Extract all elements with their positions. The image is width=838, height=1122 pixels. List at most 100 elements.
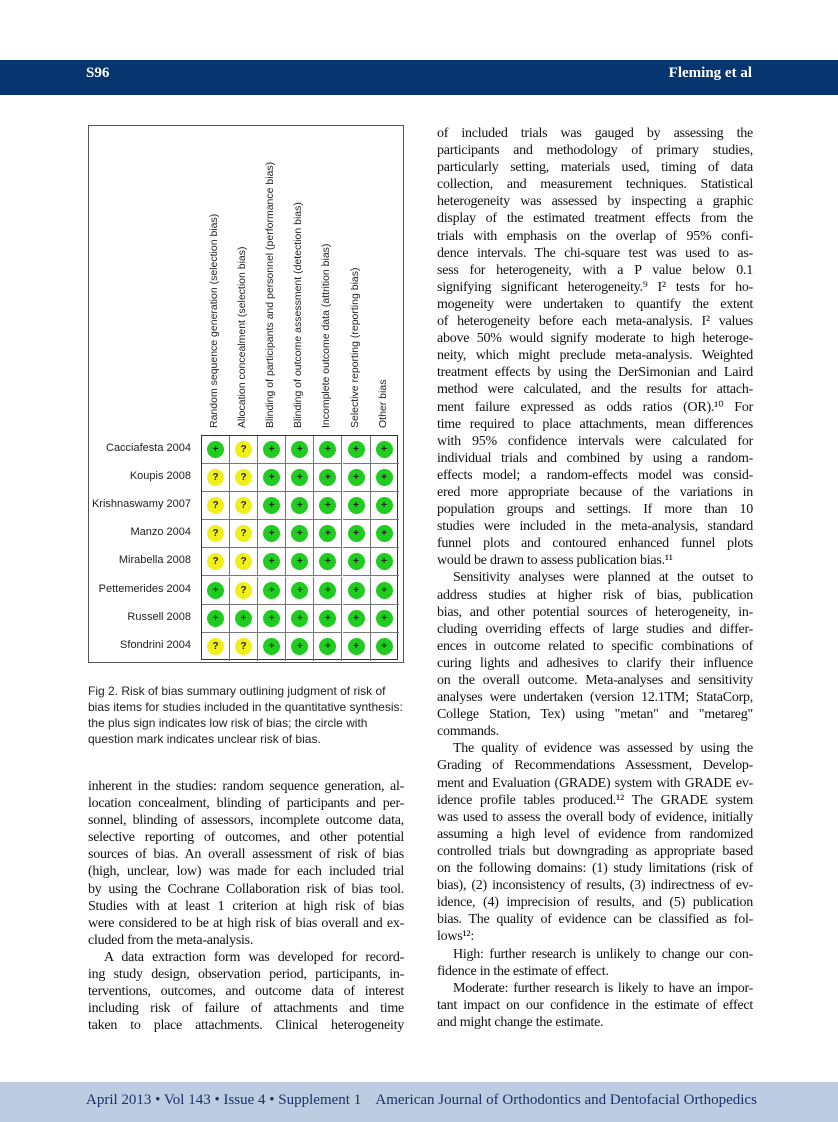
text-line: method were calculated, and the results … [437, 382, 753, 398]
text-line: taken to place attachments. Clinical het… [88, 1018, 404, 1034]
rating-cell: + [258, 464, 287, 493]
text-line: display of the estimated treatment effec… [437, 211, 753, 227]
rating-cell: ? [202, 632, 231, 661]
unclear-risk-question-icon: ? [207, 637, 224, 655]
unclear-risk-question-icon: ? [235, 497, 253, 515]
low-risk-plus-icon: + [319, 441, 337, 458]
rating-cell: + [342, 492, 371, 521]
study-label: Mirabella 2008 [118, 554, 191, 567]
low-risk-plus-icon: + [375, 469, 393, 487]
text-line: sources of bias. An overall assessment o… [88, 847, 404, 863]
text-line: trials with emphasis on the overlap of 9… [437, 228, 753, 244]
text-line: by using the Cochrane Collaboration risk… [88, 881, 404, 897]
low-risk-plus-icon: + [375, 637, 393, 655]
text-line: ered more appropriate because of the var… [437, 484, 753, 500]
text-line: selective reporting of outcomes, and oth… [88, 830, 404, 846]
text-line: address studies at higher risk of bias, … [437, 587, 753, 603]
low-risk-plus-icon: + [207, 581, 224, 599]
low-risk-plus-icon: + [347, 609, 365, 627]
text-line: on the overall outcome. Meta-analyses an… [437, 673, 753, 688]
text-line: analyses were undertaken (version 12.1TM… [437, 690, 753, 706]
low-risk-plus-icon: + [347, 441, 365, 458]
low-risk-plus-icon: + [291, 581, 309, 599]
running-header: S96 Fleming et al [0, 60, 838, 95]
text-line: collection, and measurement techniques. … [437, 177, 753, 193]
rating-cell: + [230, 604, 259, 633]
rating-cell: + [314, 548, 343, 577]
text-line: of included trials was gauged by assessi… [437, 126, 753, 141]
text-line: Sensitivity analyses were planned at the… [453, 570, 753, 586]
rating-cell: + [342, 604, 371, 633]
low-risk-plus-icon: + [263, 581, 281, 599]
study-label: Manzo 2004 [130, 526, 191, 539]
text-line: (high, unclear, low) was made for each i… [88, 864, 404, 880]
text-line: bias), (2) inconsistency of results, (3)… [437, 878, 753, 894]
column-header: Incomplete outcome data (attrition bias) [320, 243, 333, 428]
text-line: location concealment, blinding of partic… [88, 796, 404, 812]
study-label: Russell 2008 [127, 610, 191, 623]
text-line: individual trials and combined by using … [437, 450, 753, 466]
rating-cell: + [258, 492, 287, 521]
text-line: time required to place attachments, mean… [437, 416, 753, 432]
column-header: Other bias [376, 379, 389, 428]
rating-cell: + [258, 604, 287, 633]
rating-cell: + [370, 577, 399, 605]
rating-cell: + [286, 464, 315, 493]
text-line: idence, (4) imprecision of results, and … [437, 895, 753, 911]
text-line: High: further research is unlikely to ch… [453, 946, 753, 962]
low-risk-plus-icon: + [291, 553, 309, 571]
rating-cell: + [314, 576, 343, 605]
column-header: Allocation concealment (selection bias) [236, 246, 249, 428]
low-risk-plus-icon: + [263, 609, 281, 627]
text-line: with 95% confidence intervals were calcu… [437, 433, 753, 449]
low-risk-plus-icon: + [319, 581, 337, 599]
text-line: The quality of evidence was assessed by … [453, 741, 753, 757]
rating-cell: ? [230, 632, 259, 661]
page-number: S96 [86, 65, 110, 81]
rating-cell: + [342, 464, 371, 493]
study-label: Pettemerides 2004 [98, 582, 191, 595]
text-line: lows¹²: [437, 929, 474, 945]
rating-cell: + [343, 632, 371, 661]
risk-of-bias-grid: +? + + + + +?? + + + + +?? + + + + +?? + + + + +?? + + + + + +? + + +… [201, 435, 399, 661]
low-risk-plus-icon: + [347, 525, 365, 543]
text-line: ment and Evaluation (GRADE) system with … [437, 775, 753, 791]
low-risk-plus-icon: + [291, 441, 309, 458]
rating-cell: + [342, 436, 371, 465]
study-label: Koupis 2008 [129, 470, 191, 483]
unclear-risk-question-icon: ? [235, 525, 253, 543]
rating-cell: + [202, 436, 231, 465]
low-risk-plus-icon: + [375, 553, 393, 571]
rating-cell: ? [230, 436, 259, 465]
unclear-risk-question-icon: ? [207, 553, 224, 571]
text-line: funnel plots and contoured enhanced funn… [437, 536, 753, 552]
low-risk-plus-icon: + [347, 469, 365, 487]
low-risk-plus-icon: + [263, 637, 281, 655]
rating-cell: ? [202, 520, 231, 549]
low-risk-plus-icon: + [291, 469, 309, 487]
text-line: was used to assess the overall body of e… [437, 809, 753, 825]
rating-cell: + [258, 520, 287, 549]
text-line: commands. [437, 724, 499, 740]
text-line: above 50% would signify moderate to high… [437, 331, 753, 347]
text-line: cluded from the meta-analysis. [88, 932, 254, 948]
low-risk-plus-icon: + [347, 637, 365, 655]
text-line: cluding overriding effects of large stud… [437, 621, 753, 637]
study-label: Cacciafesta 2004 [106, 442, 191, 454]
rating-cell: ? [230, 576, 259, 605]
rating-cell: ? [202, 548, 231, 577]
rating-cell: ? [230, 548, 259, 577]
rating-cell: + [314, 436, 343, 465]
low-risk-plus-icon: + [263, 525, 281, 543]
rating-cell: + [342, 520, 371, 549]
rating-cell: + [286, 548, 315, 577]
rating-cell: + [258, 436, 287, 465]
rating-cell: + [202, 576, 231, 605]
risk-of-bias-figure: +? + + + + +?? + + + + +?? + + + + +?? + + + + +?? + + + + + +? + + +… [88, 125, 404, 663]
rating-cell: + [314, 604, 343, 633]
low-risk-plus-icon: + [375, 609, 393, 627]
text-line: mogeneity were undertaken to quantify th… [437, 296, 753, 312]
text-line: neity, which might preclude meta-analysi… [437, 348, 753, 364]
text-line: sonnel, blinding of assessors, incomplet… [88, 813, 404, 829]
rating-cell: + [314, 464, 343, 493]
